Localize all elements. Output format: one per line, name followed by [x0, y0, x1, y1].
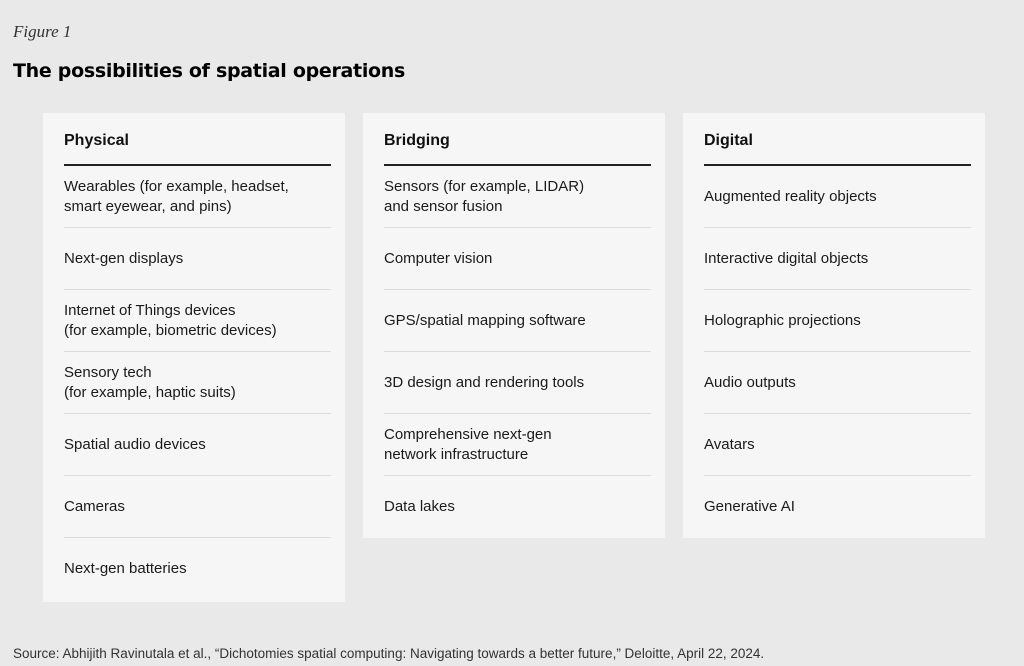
list-item: 3D design and rendering tools	[384, 352, 651, 414]
list-item: Spatial audio devices	[64, 414, 331, 476]
digital-column: Digital Augmented reality objects Intera…	[683, 113, 985, 538]
digital-heading: Digital	[704, 113, 971, 166]
list-item: Wearables (for example, headset, smart e…	[64, 166, 331, 228]
source-note: Source: Abhijith Ravinutala et al., “Dic…	[13, 646, 765, 661]
list-item: Avatars	[704, 414, 971, 476]
figure-title: The possibilities of spatial operations	[13, 60, 406, 82]
list-item: Augmented reality objects	[704, 166, 971, 228]
list-item: Audio outputs	[704, 352, 971, 414]
list-item: Cameras	[64, 476, 331, 538]
physical-heading: Physical	[64, 113, 331, 166]
list-item: Sensory tech (for example, haptic suits)	[64, 352, 331, 414]
list-item: Holographic projections	[704, 290, 971, 352]
list-item: Next-gen batteries	[64, 560, 187, 577]
list-item: Interactive digital objects	[704, 228, 971, 290]
list-item: Data lakes	[384, 498, 455, 515]
bridging-list: Sensors (for example, LIDAR) and sensor …	[384, 166, 651, 538]
figure-label: Figure 1	[13, 22, 72, 41]
digital-list: Augmented reality objects Interactive di…	[704, 166, 971, 538]
list-item: Computer vision	[384, 228, 651, 290]
list-item: Comprehensive next-gen network infrastru…	[384, 414, 651, 476]
bridging-heading: Bridging	[384, 113, 651, 166]
physical-column: Physical Wearables (for example, headset…	[43, 113, 345, 602]
physical-list: Wearables (for example, headset, smart e…	[64, 166, 331, 600]
list-item: GPS/spatial mapping software	[384, 290, 651, 352]
list-item: Generative AI	[704, 498, 795, 515]
list-item: Sensors (for example, LIDAR) and sensor …	[384, 166, 651, 228]
list-item: Internet of Things devices (for example,…	[64, 290, 331, 352]
list-item: Next-gen displays	[64, 228, 331, 290]
bridging-column: Bridging Sensors (for example, LIDAR) an…	[363, 113, 665, 538]
